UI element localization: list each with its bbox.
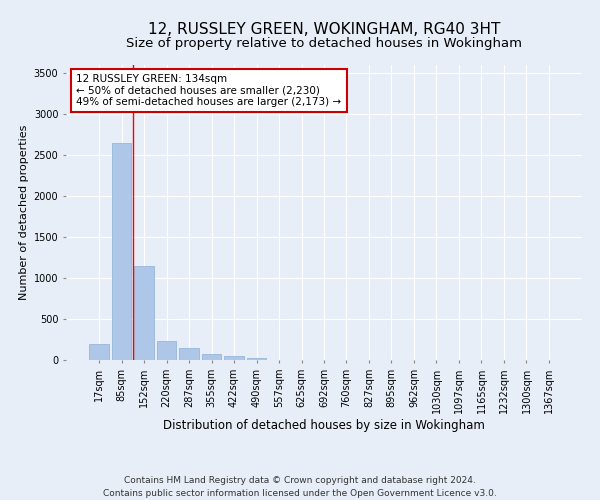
Bar — [224, 356, 244, 360]
Bar — [179, 348, 199, 360]
Bar — [157, 341, 176, 360]
Y-axis label: Number of detached properties: Number of detached properties — [19, 125, 29, 300]
Bar — [247, 358, 266, 360]
Bar — [134, 266, 154, 360]
Text: Size of property relative to detached houses in Wokingham: Size of property relative to detached ho… — [126, 38, 522, 51]
X-axis label: Distribution of detached houses by size in Wokingham: Distribution of detached houses by size … — [163, 418, 485, 432]
Bar — [202, 354, 221, 360]
Bar — [89, 344, 109, 360]
Text: 12 RUSSLEY GREEN: 134sqm
← 50% of detached houses are smaller (2,230)
49% of sem: 12 RUSSLEY GREEN: 134sqm ← 50% of detach… — [76, 74, 341, 107]
Bar — [112, 143, 131, 360]
Text: Contains HM Land Registry data © Crown copyright and database right 2024.
Contai: Contains HM Land Registry data © Crown c… — [103, 476, 497, 498]
Text: 12, RUSSLEY GREEN, WOKINGHAM, RG40 3HT: 12, RUSSLEY GREEN, WOKINGHAM, RG40 3HT — [148, 22, 500, 38]
